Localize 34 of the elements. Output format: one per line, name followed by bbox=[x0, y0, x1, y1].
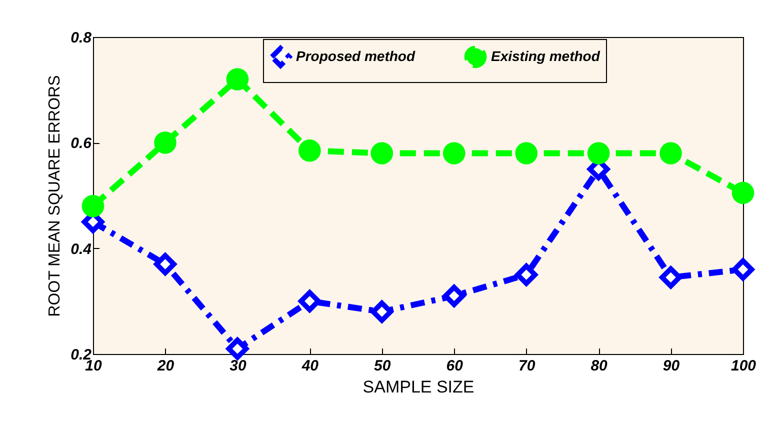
x-tick-label: 20 bbox=[156, 358, 175, 374]
point bbox=[226, 68, 249, 90]
point bbox=[660, 142, 682, 164]
legend-label: Proposed method bbox=[296, 48, 416, 64]
y-axis-title: ROOT MEAN SQUARE ERRORS bbox=[46, 75, 64, 317]
point bbox=[82, 194, 104, 218]
point bbox=[442, 142, 466, 164]
point bbox=[660, 266, 682, 289]
x-tick-label: 40 bbox=[300, 358, 320, 374]
x-tick-label: 90 bbox=[662, 358, 680, 374]
point bbox=[298, 290, 321, 312]
point bbox=[298, 139, 321, 162]
point bbox=[154, 253, 176, 276]
x-tick-label: 70 bbox=[518, 358, 536, 374]
point bbox=[515, 264, 538, 286]
x-tick-label: 80 bbox=[590, 358, 608, 374]
point bbox=[442, 284, 466, 308]
point bbox=[587, 142, 610, 164]
x-tick-label: 60 bbox=[446, 358, 464, 374]
point bbox=[370, 142, 394, 164]
x-tick-label: 30 bbox=[230, 358, 247, 374]
point bbox=[732, 182, 754, 204]
point bbox=[226, 338, 249, 360]
x-axis-title: SAMPLE SIZE bbox=[362, 378, 474, 396]
point bbox=[370, 300, 394, 323]
y-tick-label: 0.8 bbox=[70, 30, 92, 46]
x-tick-label: 100 bbox=[730, 358, 757, 374]
legend-label: Existing method bbox=[491, 48, 600, 64]
y-tick-label: 0.6 bbox=[70, 135, 92, 152]
point bbox=[515, 142, 538, 164]
point bbox=[154, 132, 176, 154]
x-tick-label: 50 bbox=[374, 358, 392, 374]
y-tick-label: 0.4 bbox=[70, 240, 92, 258]
point bbox=[732, 258, 754, 281]
